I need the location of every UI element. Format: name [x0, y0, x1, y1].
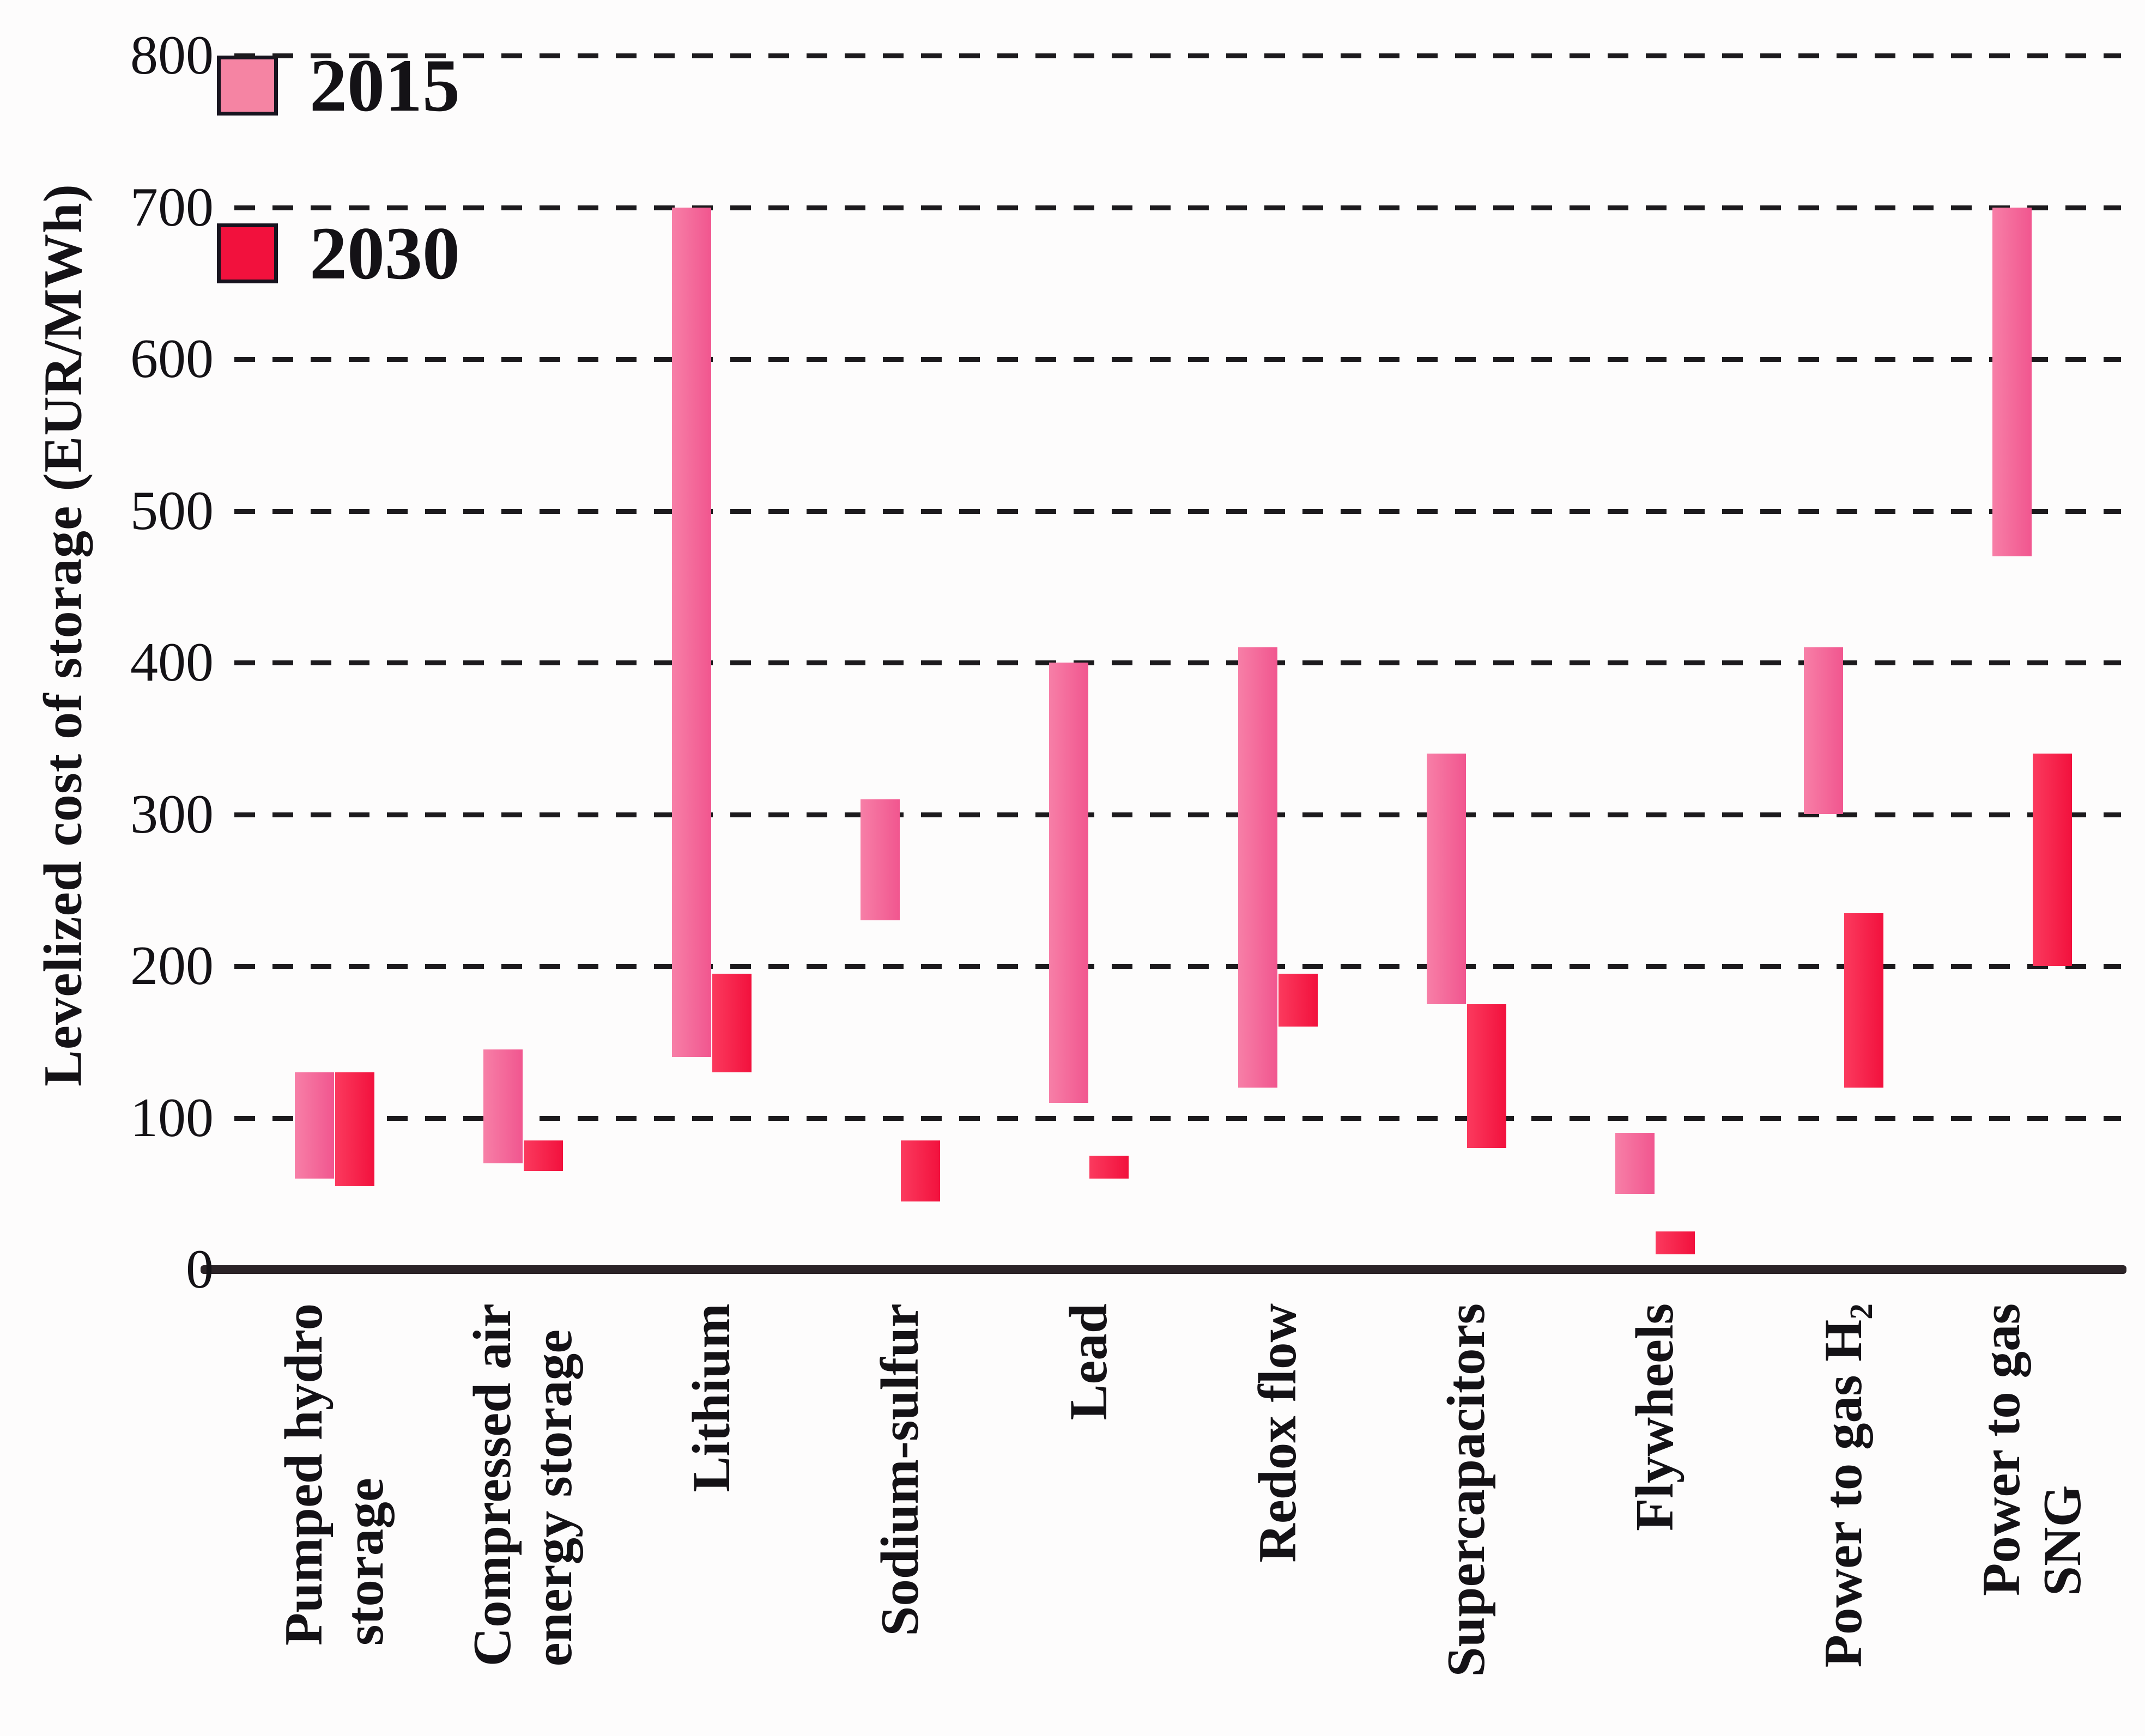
x-label-pumped-hydro-storage: Pumped hydro storage: [274, 1303, 395, 1646]
bar-2015-compressed-air-energy-storage: [483, 1049, 523, 1164]
gridline-300: [234, 812, 2121, 817]
legend-item-2015: 2015: [217, 48, 460, 123]
gridline-100: [234, 1115, 2121, 1121]
gridline-700: [234, 205, 2121, 210]
x-label-lead: Lead: [1059, 1303, 1119, 1421]
bar-2030-sodium-sulfur: [901, 1140, 941, 1201]
bar-2030-compressed-air-energy-storage: [523, 1140, 563, 1171]
legend-item-2030: 2030: [217, 216, 460, 291]
y-tick-label-500: 500: [130, 479, 214, 542]
bar-2030-flywheels: [1655, 1231, 1695, 1255]
y-tick-label-300: 300: [130, 783, 214, 845]
y-tick-label-200: 200: [130, 935, 214, 997]
x-label-supercapacitors: Supercapacitors: [1436, 1303, 1496, 1677]
x-label-redox-flow: Redox flow: [1247, 1303, 1307, 1563]
bar-2015-supercapacitors: [1426, 754, 1466, 1004]
bar-2030-power-to-gas-h: [1844, 913, 1884, 1088]
legend-label-2015: 2015: [310, 44, 460, 127]
gridline-400: [234, 660, 2121, 665]
gridline-200: [234, 964, 2121, 969]
y-tick-label-800: 800: [130, 25, 214, 86]
y-tick-label-0: 0: [186, 1239, 214, 1300]
legend-label-2030: 2030: [310, 211, 460, 295]
x-label-sodium-sulfur: Sodium-sulfur: [870, 1303, 930, 1636]
bar-2030-power-to-gas-sng: [2033, 754, 2073, 966]
bar-2015-sodium-sulfur: [861, 799, 900, 921]
bar-2015-flywheels: [1615, 1133, 1655, 1194]
x-label-power-to-gas-h: Power to gas H₂: [1814, 1303, 1874, 1668]
bar-2015-lithium: [671, 207, 711, 1058]
x-label-compressed-air-energy-storage: Compressed air energy storage: [462, 1303, 583, 1667]
x-label-power-to-gas-sng: Power to gas SNG: [1972, 1303, 2093, 1597]
gridline-600: [234, 357, 2121, 362]
bar-2030-supercapacitors: [1467, 1004, 1506, 1149]
gridline-800: [234, 53, 2121, 58]
bar-2015-power-to-gas-h: [1804, 647, 1844, 815]
legend-swatch-2030: [217, 223, 278, 283]
bar-2030-lead: [1089, 1156, 1129, 1179]
y-tick-label-600: 600: [130, 328, 214, 390]
bar-2030-pumped-hydro-storage: [335, 1072, 374, 1186]
x-label-lithium: Lithium: [681, 1303, 741, 1492]
y-tick-label-100: 100: [130, 1086, 214, 1149]
y-tick-label-700: 700: [130, 176, 214, 238]
bar-2030-redox-flow: [1278, 973, 1318, 1027]
bar-2015-redox-flow: [1238, 647, 1277, 1088]
bar-2015-power-to-gas-sng: [1992, 207, 2032, 557]
x-axis-baseline: [201, 1265, 2126, 1274]
bar-2015-pumped-hydro-storage: [294, 1072, 334, 1179]
x-label-flywheels: Flywheels: [1625, 1303, 1685, 1531]
gridline-500: [234, 508, 2121, 514]
bar-2015-lead: [1049, 663, 1089, 1103]
y-tick-label-400: 400: [130, 632, 214, 693]
bar-2030-lithium: [712, 973, 752, 1072]
